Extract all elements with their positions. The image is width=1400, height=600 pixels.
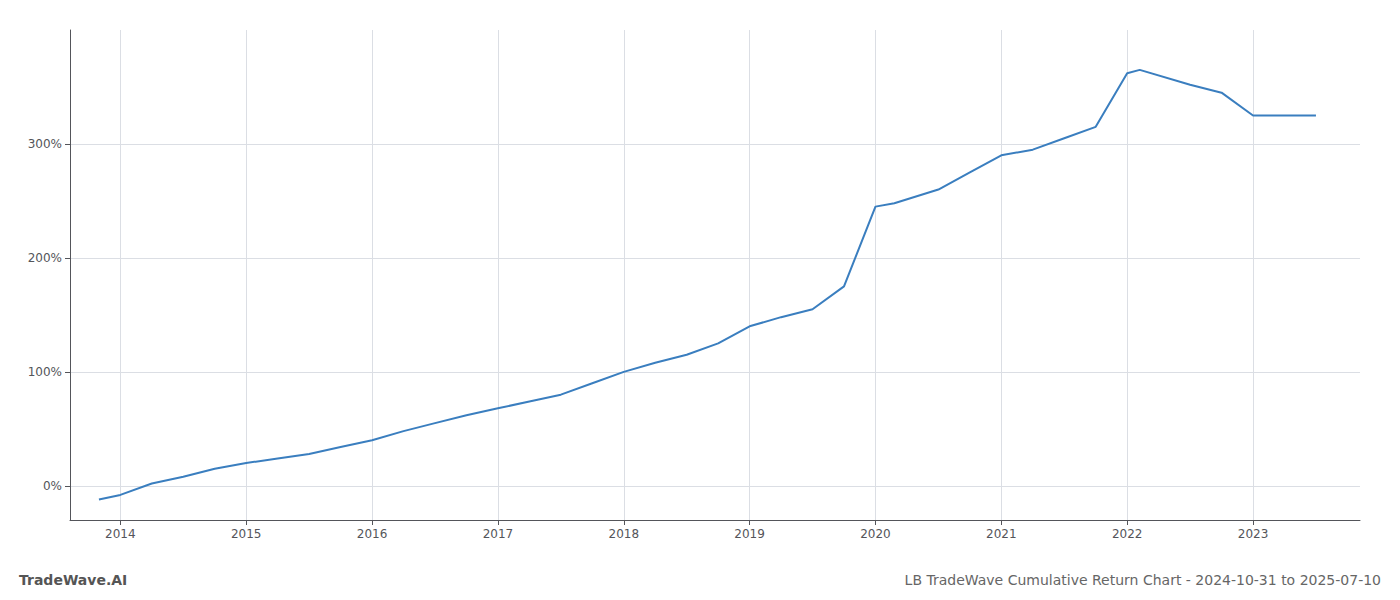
svg-text:100%: 100% — [28, 365, 62, 379]
svg-text:LB TradeWave Cumulative Return: LB TradeWave Cumulative Return Chart - 2… — [905, 572, 1381, 588]
svg-text:300%: 300% — [28, 137, 62, 151]
svg-text:200%: 200% — [28, 251, 62, 265]
svg-text:2021: 2021 — [986, 527, 1017, 541]
svg-text:2017: 2017 — [483, 527, 514, 541]
svg-text:2022: 2022 — [1112, 527, 1143, 541]
svg-text:2019: 2019 — [734, 527, 765, 541]
svg-text:2016: 2016 — [357, 527, 388, 541]
svg-text:0%: 0% — [43, 479, 62, 493]
svg-text:2020: 2020 — [860, 527, 891, 541]
svg-text:TradeWave.AI: TradeWave.AI — [19, 572, 127, 588]
svg-text:2015: 2015 — [231, 527, 262, 541]
svg-text:2023: 2023 — [1238, 527, 1269, 541]
svg-text:2014: 2014 — [105, 527, 136, 541]
svg-text:2018: 2018 — [608, 527, 639, 541]
